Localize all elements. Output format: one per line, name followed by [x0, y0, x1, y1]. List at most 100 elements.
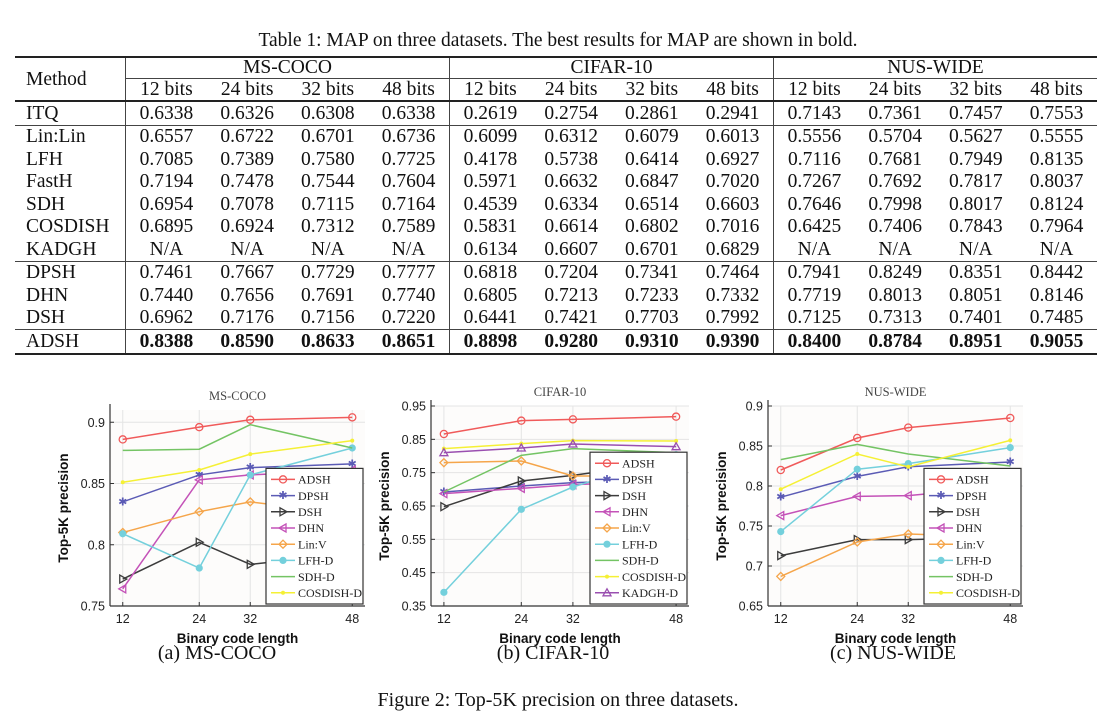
data-point-marker: [350, 438, 355, 443]
data-point-marker: [674, 439, 679, 443]
data-point-marker: [1005, 413, 1015, 423]
legend-label: SDH-D: [298, 570, 335, 584]
map-value-cell: 0.6134: [448, 238, 531, 261]
map-value-cell: 0.6013: [692, 124, 774, 148]
data-point-marker: [853, 465, 861, 473]
map-value-cell: N/A: [878, 238, 912, 260]
map-value-cell: 0.7194: [124, 170, 207, 193]
table-row: COSDISH 0.6895 0.6924 0.7312 0.7589 0.5831 0.6…: [15, 215, 1097, 238]
legend-label: KADGH-D: [622, 586, 678, 600]
map-value-cell: 0.7361: [868, 102, 922, 124]
method-name: LFH: [26, 148, 63, 170]
data-point-marker: [516, 456, 527, 466]
map-value-cell: 0.6425: [772, 215, 855, 238]
data-point-marker: [438, 447, 450, 457]
bits-header: 12 bits: [772, 78, 855, 102]
series-adsh: [776, 413, 1015, 475]
legend-item: DHN: [595, 505, 648, 519]
legend-label: DSH: [622, 489, 646, 503]
legend-label: DSH: [298, 505, 322, 519]
legend-marker: ✱: [936, 490, 945, 502]
map-value-cell: 0.7667: [206, 260, 288, 284]
data-point-marker: ✱: [246, 462, 255, 474]
method-header: Method: [15, 56, 126, 102]
series-dpsh: ✱ ✱ ✱ ✱: [118, 458, 357, 508]
map-value-cell: 0.8051: [949, 284, 1003, 306]
data-point-marker: [246, 471, 254, 479]
series-kadgh-d: [438, 438, 682, 457]
map-value-cell: 0.7176: [220, 307, 274, 329]
subcaption-a: (a) MS-COCO: [157, 642, 277, 664]
map-table: Method MS-COCO CIFAR-10 NUS-WIDE 12 bits…: [15, 56, 1097, 355]
y-tick-label: 0.8: [746, 480, 763, 494]
map-value-cell: N/A: [1039, 238, 1074, 260]
map-value-cell: 0.5556: [772, 124, 855, 148]
legend: ADSH ✱ DPSH DSH DHN Lin:V LFH-D SDH-D COSDISH-D: [265, 467, 364, 605]
x-tick-label: 48: [1003, 612, 1017, 626]
map-value-cell: 0.8951: [935, 329, 1017, 355]
series-lfh-d: [777, 444, 1014, 536]
method-name: ITQ: [26, 102, 59, 124]
map-value-cell: 0.7204: [530, 260, 612, 284]
map-value-cell: N/A: [230, 238, 264, 260]
legend-label: DSH: [956, 505, 980, 519]
series-line: [780, 443, 1011, 467]
legend-item: DSH: [595, 489, 646, 503]
x-axis-label: Binary code length: [499, 631, 621, 646]
legend-label: LFH-D: [622, 537, 658, 551]
chart-cifar-10: 0.35 0.45 0.55 0.65 0.75 0.85 0.95 12 24 32 48 CIFA…: [377, 380, 713, 646]
legend-item: COSDISH-D: [271, 586, 362, 600]
data-point-marker: [195, 537, 205, 548]
y-tick-label: 0.35: [402, 600, 426, 614]
dataset-header-nus-wide: NUS-WIDE: [773, 56, 1097, 79]
y-tick-label: 0.95: [402, 400, 426, 414]
data-point-marker: [671, 412, 681, 421]
y-tick-label: 0.7: [746, 560, 763, 574]
subcaption-b: (b) CIFAR-10: [496, 642, 610, 664]
y-axis-label: Top-5K precision: [714, 451, 729, 560]
map-value-cell: 0.6954: [124, 193, 207, 216]
legend-item: ✱ DPSH: [595, 473, 653, 487]
data-point-marker: [245, 415, 255, 425]
table-row: KADGH N/A N/A N/A N/A 0.6134 0.6607 0.6701 0.682…: [15, 238, 1097, 261]
map-value-cell: 0.8124: [1029, 193, 1084, 215]
data-point-marker: ✱: [568, 477, 577, 489]
table-caption: Table 1: MAP on three datasets. The best…: [258, 30, 858, 51]
x-tick-label: 32: [243, 612, 257, 626]
data-point-marker: [119, 573, 129, 585]
legend-marker: [936, 539, 946, 550]
map-value-cell: 0.7085: [124, 148, 207, 171]
chart-title: NUS-WIDE: [865, 385, 927, 399]
method-name: DPSH: [15, 260, 126, 284]
data-point-marker: [567, 438, 579, 448]
data-point-marker: [516, 442, 527, 452]
map-value-cell: N/A: [772, 238, 855, 261]
legend: ADSH ✱ DPSH DSH DHN Lin:V LFH-D SDH-D COSDISH-D: [923, 467, 1022, 605]
legend-marker: [605, 574, 609, 579]
series-lfh-d: [119, 444, 356, 572]
data-point-marker: [118, 435, 128, 444]
data-point-marker: [517, 505, 525, 513]
y-tick-label: 0.45: [402, 566, 426, 580]
method-name: DHN: [26, 284, 69, 306]
series-adsh: [118, 413, 357, 444]
legend-item: ADSH: [929, 473, 989, 487]
legend-label: ADSH: [298, 473, 331, 487]
map-value-cell: 0.7681: [868, 148, 922, 170]
y-tick-label: 0.8: [88, 538, 105, 552]
map-value-cell: 0.6414: [625, 148, 679, 170]
x-axis-label: Binary code length: [835, 631, 957, 646]
legend-box: [923, 467, 1022, 605]
map-value-cell: 0.8013: [868, 284, 922, 306]
map-value-cell: 0.6736: [368, 124, 450, 148]
legend-label: COSDISH-D: [622, 570, 686, 584]
data-point-marker: [778, 487, 783, 492]
data-point-marker: [851, 491, 861, 502]
data-point-marker: ✱: [776, 492, 785, 504]
legend-label: COSDISH-D: [956, 586, 1020, 600]
series-line: [122, 416, 353, 441]
series-line: [780, 461, 1011, 498]
map-value-cell: 0.5831: [448, 215, 531, 238]
x-tick-label: 24: [514, 612, 528, 626]
map-value-cell: 0.7115: [301, 193, 355, 215]
